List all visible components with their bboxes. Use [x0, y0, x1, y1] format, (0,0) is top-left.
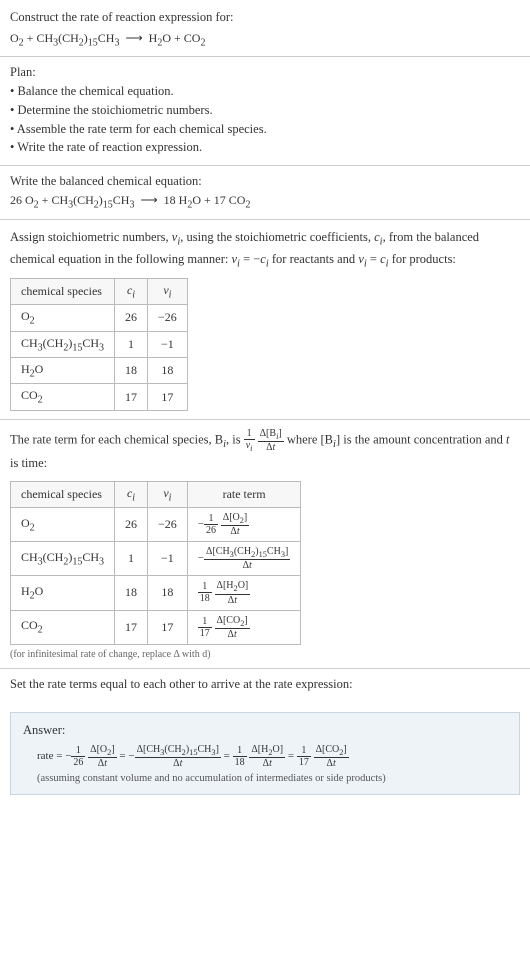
prompt-section: Construct the rate of reaction expressio… — [0, 0, 530, 57]
cell-nu: −26 — [148, 508, 188, 542]
cell-species: H2O — [11, 357, 115, 383]
rateterm-note: (for infinitesimal rate of change, repla… — [10, 649, 520, 660]
rateterm-intro: The rate term for each chemical species,… — [10, 428, 520, 475]
col-ci: ci — [115, 278, 148, 304]
cell-nu: 18 — [148, 357, 188, 383]
cell-species: O2 — [11, 305, 115, 331]
cell-nu: −26 — [148, 305, 188, 331]
answer-note: (assuming constant volume and no accumul… — [23, 773, 507, 784]
prompt-text: Construct the rate of reaction expressio… — [10, 8, 520, 27]
plan-item: • Balance the chemical equation. — [10, 82, 520, 101]
cell-rate: 117 Δ[CO2]Δt — [187, 610, 301, 644]
cell-c: 17 — [115, 610, 148, 644]
prompt-equation: O2 + CH3(CH2)15CH3 ⟶ H2O + CO2 — [10, 31, 520, 48]
table-row: CH3(CH2)15CH3 1 −1 — [11, 331, 188, 357]
plan-section: Plan: • Balance the chemical equation. •… — [0, 57, 530, 166]
col-ci: ci — [115, 481, 148, 507]
final-heading: Set the rate terms equal to each other t… — [10, 677, 520, 692]
answer-label: Answer: — [23, 723, 507, 738]
cell-rate: 118 Δ[H2O]Δt — [187, 576, 301, 610]
table-row: CH3(CH2)15CH3 1 −1 −Δ[CH3(CH2)15CH3]Δt — [11, 542, 301, 576]
cell-species: CH3(CH2)15CH3 — [11, 331, 115, 357]
plan-item: • Assemble the rate term for each chemic… — [10, 120, 520, 139]
table-header-row: chemical species ci νi — [11, 278, 188, 304]
cell-nu: −1 — [148, 542, 188, 576]
plan-title: Plan: — [10, 65, 520, 80]
cell-species: H2O — [11, 576, 115, 610]
col-species: chemical species — [11, 278, 115, 304]
col-rate: rate term — [187, 481, 301, 507]
balanced-equation: 26 O2 + CH3(CH2)15CH3 ⟶ 18 H2O + 17 CO2 — [10, 193, 520, 210]
col-nui: νi — [148, 278, 188, 304]
answer-equation: rate = −126 Δ[O2]Δt = −Δ[CH3(CH2)15CH3]Δ… — [23, 744, 507, 769]
table-row: H2O 18 18 — [11, 357, 188, 383]
cell-rate: −126 Δ[O2]Δt — [187, 508, 301, 542]
balanced-section: Write the balanced chemical equation: 26… — [0, 166, 530, 219]
table-header-row: chemical species ci νi rate term — [11, 481, 301, 507]
col-species: chemical species — [11, 481, 115, 507]
rateterm-section: The rate term for each chemical species,… — [0, 420, 530, 669]
table-row: O2 26 −26 −126 Δ[O2]Δt — [11, 508, 301, 542]
cell-c: 17 — [115, 384, 148, 410]
table-row: CO2 17 17 — [11, 384, 188, 410]
stoich-table: chemical species ci νi O2 26 −26 CH3(CH2… — [10, 278, 188, 411]
cell-nu: 17 — [148, 610, 188, 644]
rateterm-table: chemical species ci νi rate term O2 26 −… — [10, 481, 301, 645]
answer-box: Answer: rate = −126 Δ[O2]Δt = −Δ[CH3(CH2… — [10, 712, 520, 795]
cell-c: 1 — [115, 331, 148, 357]
cell-c: 18 — [115, 357, 148, 383]
cell-species: O2 — [11, 508, 115, 542]
table-row: CO2 17 17 117 Δ[CO2]Δt — [11, 610, 301, 644]
cell-c: 1 — [115, 542, 148, 576]
cell-species: CO2 — [11, 610, 115, 644]
table-row: O2 26 −26 — [11, 305, 188, 331]
cell-nu: 17 — [148, 384, 188, 410]
table-row: H2O 18 18 118 Δ[H2O]Δt — [11, 576, 301, 610]
final-section: Set the rate terms equal to each other t… — [0, 669, 530, 704]
stoich-intro: Assign stoichiometric numbers, νi, using… — [10, 228, 520, 272]
stoich-section: Assign stoichiometric numbers, νi, using… — [0, 220, 530, 420]
cell-nu: 18 — [148, 576, 188, 610]
cell-c: 26 — [115, 508, 148, 542]
plan-item: • Determine the stoichiometric numbers. — [10, 101, 520, 120]
cell-nu: −1 — [148, 331, 188, 357]
cell-c: 18 — [115, 576, 148, 610]
col-nui: νi — [148, 481, 188, 507]
cell-rate: −Δ[CH3(CH2)15CH3]Δt — [187, 542, 301, 576]
balanced-heading: Write the balanced chemical equation: — [10, 174, 520, 189]
cell-species: CO2 — [11, 384, 115, 410]
plan-item: • Write the rate of reaction expression. — [10, 138, 520, 157]
cell-c: 26 — [115, 305, 148, 331]
cell-species: CH3(CH2)15CH3 — [11, 542, 115, 576]
